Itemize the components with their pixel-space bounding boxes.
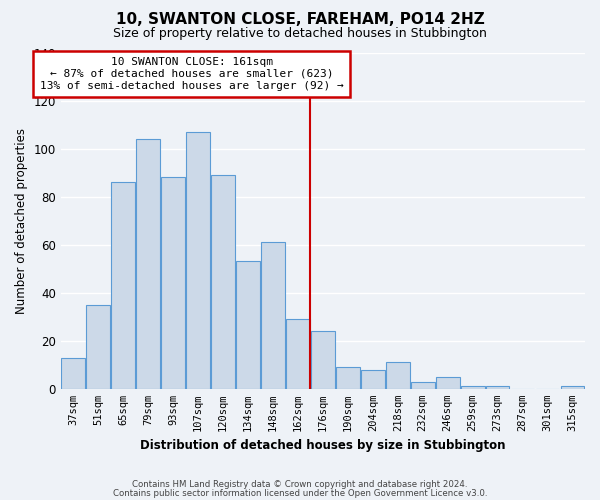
X-axis label: Distribution of detached houses by size in Stubbington: Distribution of detached houses by size … xyxy=(140,440,506,452)
Bar xyxy=(136,139,160,389)
Bar xyxy=(386,362,410,389)
Bar xyxy=(161,178,185,389)
Y-axis label: Number of detached properties: Number of detached properties xyxy=(15,128,28,314)
Bar xyxy=(361,370,385,389)
Text: 10 SWANTON CLOSE: 161sqm
← 87% of detached houses are smaller (623)
13% of semi-: 10 SWANTON CLOSE: 161sqm ← 87% of detach… xyxy=(40,58,344,90)
Bar xyxy=(336,367,360,389)
Bar xyxy=(261,242,285,389)
Bar xyxy=(311,331,335,389)
Bar xyxy=(236,262,260,389)
Bar xyxy=(411,382,434,389)
Bar xyxy=(560,386,584,389)
Bar xyxy=(112,182,135,389)
Text: 10, SWANTON CLOSE, FAREHAM, PO14 2HZ: 10, SWANTON CLOSE, FAREHAM, PO14 2HZ xyxy=(116,12,484,28)
Text: Size of property relative to detached houses in Stubbington: Size of property relative to detached ho… xyxy=(113,28,487,40)
Text: Contains public sector information licensed under the Open Government Licence v3: Contains public sector information licen… xyxy=(113,489,487,498)
Bar xyxy=(61,358,85,389)
Bar xyxy=(461,386,485,389)
Bar xyxy=(186,132,210,389)
Bar xyxy=(286,319,310,389)
Bar xyxy=(86,304,110,389)
Bar xyxy=(436,377,460,389)
Text: Contains HM Land Registry data © Crown copyright and database right 2024.: Contains HM Land Registry data © Crown c… xyxy=(132,480,468,489)
Bar xyxy=(211,175,235,389)
Bar xyxy=(486,386,509,389)
